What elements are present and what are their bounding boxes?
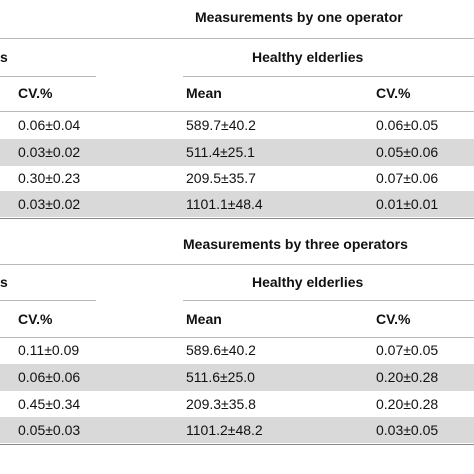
section-title: Measurements by one operator: [195, 9, 403, 25]
cv-cell: 0.05±0.06: [376, 144, 439, 160]
left-group-fragment: s: [0, 274, 8, 290]
divider: [0, 264, 474, 265]
row-band: [0, 191, 474, 217]
divider: [0, 38, 474, 39]
column-header-cv: CV.%: [376, 311, 411, 327]
mean-cell: 1101.2±48.2: [186, 422, 263, 438]
mean-cell: 589.7±40.2: [186, 117, 256, 133]
row-band: [0, 139, 474, 166]
row-band: [0, 364, 474, 391]
divider: [0, 218, 474, 219]
cv-cell: 0.05±0.03: [18, 422, 81, 438]
mean-cell: 511.6±25.0: [186, 369, 255, 385]
divider: [183, 76, 474, 77]
cv-cell: 0.03±0.02: [18, 144, 81, 160]
divider: [183, 300, 474, 301]
cv-cell: 0.07±0.06: [376, 170, 439, 186]
column-header-cv: CV.%: [18, 85, 53, 101]
cv-cell: 0.03±0.05: [376, 422, 439, 438]
row-band: [0, 417, 474, 443]
divider: [0, 76, 96, 77]
cv-cell: 0.30±0.23: [18, 170, 81, 186]
cv-cell: 0.11±0.09: [18, 342, 80, 358]
group-title: Healthy elderlies: [252, 49, 364, 65]
cv-cell: 0.07±0.05: [376, 342, 439, 358]
cv-cell: 0.01±0.01: [376, 196, 439, 212]
cv-cell: 0.03±0.02: [18, 196, 81, 212]
cv-cell: 0.06±0.04: [18, 117, 81, 133]
cv-cell: 0.45±0.34: [18, 396, 81, 412]
cv-cell: 0.20±0.28: [376, 369, 439, 385]
mean-cell: 1101.1±48.4: [186, 196, 263, 212]
cv-cell: 0.20±0.28: [376, 396, 439, 412]
mean-cell: 209.3±35.8: [186, 396, 256, 412]
divider: [0, 111, 474, 112]
cv-cell: 0.06±0.06: [18, 369, 81, 385]
column-header-cv: CV.%: [18, 311, 53, 327]
mean-cell: 589.6±40.2: [186, 342, 256, 358]
section-title: Measurements by three operators: [183, 236, 408, 252]
divider: [0, 337, 474, 338]
column-header-cv: CV.%: [376, 85, 411, 101]
mean-cell: 511.4±25.1: [186, 144, 255, 160]
mean-cell: 209.5±35.7: [186, 170, 256, 186]
group-title: Healthy elderlies: [252, 274, 364, 290]
cv-cell: 0.06±0.05: [376, 117, 439, 133]
divider: [0, 444, 474, 445]
column-header-mean: Mean: [186, 311, 222, 327]
column-header-mean: Mean: [186, 85, 222, 101]
left-group-fragment: s: [0, 49, 8, 65]
divider: [0, 300, 96, 301]
